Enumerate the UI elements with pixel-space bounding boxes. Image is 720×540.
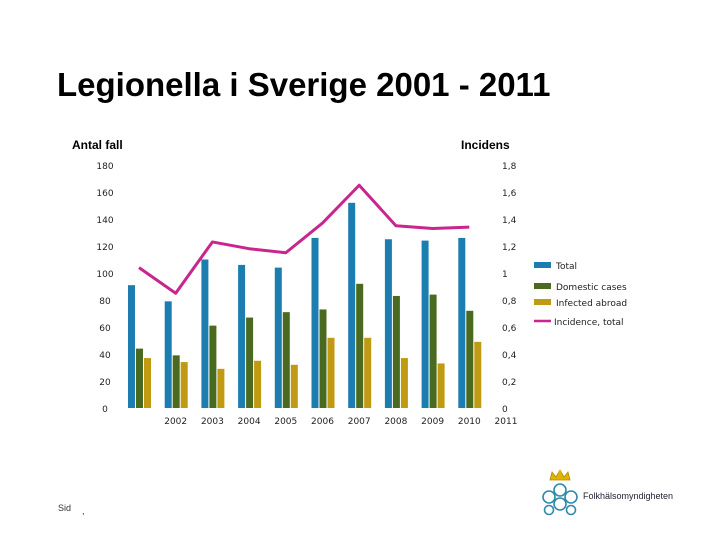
footer-dot: , bbox=[82, 506, 85, 516]
y2-tick-label: 0,2 bbox=[502, 378, 516, 388]
bar-infected-abroad-2006 bbox=[327, 337, 335, 408]
y2-tick-label: 1,6 bbox=[502, 189, 517, 199]
footer-page-label: Sid bbox=[58, 503, 72, 513]
bar-total-2002 bbox=[164, 301, 172, 408]
logo-text: Folkhälsomyndigheten bbox=[583, 491, 674, 501]
legend-swatch bbox=[534, 299, 551, 305]
bar-domestic-cases-2008 bbox=[392, 295, 400, 408]
crown-logo-icon bbox=[542, 469, 578, 516]
y-tick-label: 100 bbox=[96, 270, 113, 280]
bar-infected-abroad-2004 bbox=[254, 360, 262, 408]
x-tick-label: 2005 bbox=[274, 417, 297, 427]
y-tick-label: 20 bbox=[99, 378, 111, 388]
y2-tick-label: 0,6 bbox=[502, 324, 517, 334]
bar-infected-abroad-2007 bbox=[364, 337, 372, 408]
bar-domestic-cases-2002 bbox=[172, 355, 180, 408]
bar-infected-abroad-2003 bbox=[217, 368, 225, 408]
x-tick-label: 2011 bbox=[495, 417, 518, 427]
incidence-line bbox=[138, 183, 470, 295]
x-tick-label: 2003 bbox=[201, 417, 224, 427]
bar-domestic-cases-2009 bbox=[429, 294, 437, 408]
legend-label: Incidence, total bbox=[554, 318, 624, 328]
bar-infected-abroad-2001 bbox=[144, 358, 151, 408]
y2-tick-label: 1,2 bbox=[502, 243, 516, 253]
bar-total-2003 bbox=[201, 259, 209, 408]
y-tick-label: 140 bbox=[96, 216, 113, 226]
bar-infected-abroad-2002 bbox=[180, 362, 188, 408]
bar-total-2007 bbox=[348, 202, 356, 408]
bar-infected-abroad-2009 bbox=[437, 363, 445, 408]
y-tick-label: 40 bbox=[99, 351, 111, 361]
x-tick-label: 2006 bbox=[311, 417, 334, 427]
bar-infected-abroad-2005 bbox=[290, 364, 298, 408]
bar-total-2009 bbox=[421, 240, 429, 408]
legend-label: Infected abroad bbox=[556, 299, 627, 309]
y2-tick-label: 0,8 bbox=[502, 297, 517, 307]
page-title: Legionella i Sverige 2001 - 2011 bbox=[57, 66, 551, 103]
x-tick-label: 2008 bbox=[384, 417, 407, 427]
bar-total-2004 bbox=[238, 264, 246, 408]
bar-total-2006 bbox=[311, 237, 319, 408]
y-tick-label: 120 bbox=[96, 243, 113, 253]
x-tick-label: 2010 bbox=[458, 417, 481, 427]
bar-domestic-cases-2010 bbox=[466, 310, 474, 408]
legend-swatch bbox=[534, 262, 551, 268]
bar-domestic-cases-2005 bbox=[282, 312, 290, 408]
bar-infected-abroad-2008 bbox=[400, 358, 408, 408]
bar-total-2001 bbox=[128, 285, 135, 408]
bar-domestic-cases-2004 bbox=[246, 317, 254, 408]
bar-total-2008 bbox=[384, 239, 392, 408]
y2-tick-label: 1 bbox=[502, 270, 508, 280]
y2-tick-label: 1,4 bbox=[502, 216, 517, 226]
x-tick-label: 2007 bbox=[348, 417, 371, 427]
y-tick-label: 60 bbox=[99, 324, 111, 334]
y-axis-label: Antal fall bbox=[72, 138, 123, 152]
y2-tick-label: 1,8 bbox=[502, 162, 517, 172]
legend-label: Total bbox=[555, 262, 577, 272]
y-tick-label: 0 bbox=[102, 405, 108, 415]
x-tick-label: 2002 bbox=[164, 417, 187, 427]
y-tick-label: 160 bbox=[96, 189, 113, 199]
bar-domestic-cases-2003 bbox=[209, 325, 217, 408]
y2-axis-label: Incidens bbox=[461, 138, 510, 152]
x-tick-label: 2009 bbox=[421, 417, 444, 427]
y2-tick-label: 0,4 bbox=[502, 351, 517, 361]
bar-infected-abroad-2010 bbox=[474, 341, 482, 408]
bar-total-2005 bbox=[274, 267, 282, 408]
bar-domestic-cases-2006 bbox=[319, 309, 327, 408]
x-tick-label: 2004 bbox=[238, 417, 261, 427]
legend-swatch bbox=[534, 283, 551, 289]
legend-label: Domestic cases bbox=[556, 283, 627, 293]
bar-total-2010 bbox=[458, 237, 466, 408]
y-tick-label: 80 bbox=[99, 297, 111, 307]
bar-domestic-cases-2007 bbox=[356, 283, 364, 408]
y2-tick-label: 0 bbox=[502, 405, 508, 415]
y-tick-label: 180 bbox=[96, 162, 113, 172]
bar-domestic-cases-2001 bbox=[136, 348, 143, 408]
